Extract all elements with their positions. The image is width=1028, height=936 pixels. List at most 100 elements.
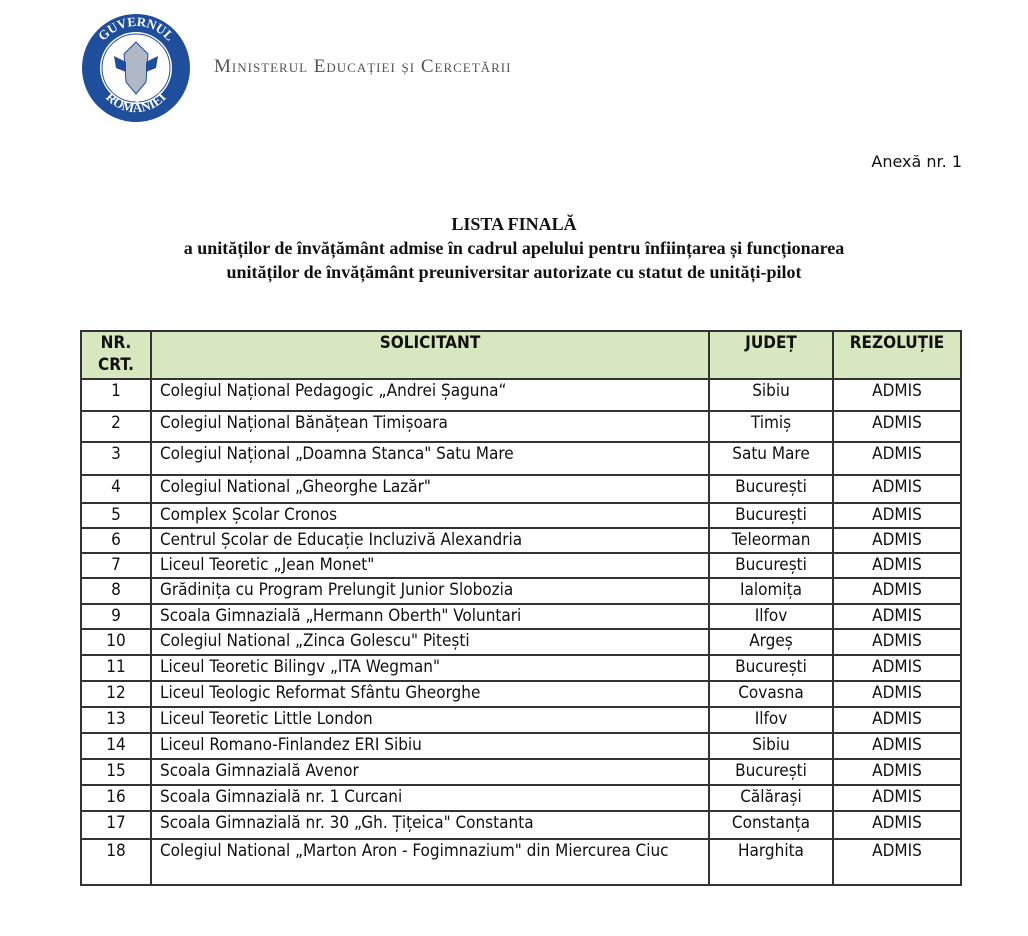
row-solicitant: Liceul Teoretic Bilingv „ITA Wegman": [150, 654, 710, 682]
row-judet: Harghita: [708, 838, 834, 886]
admitted-units-table: NR. CRT. SOLICITANT JUDEȚ REZOLUȚIE 1 Col…: [80, 330, 962, 886]
table-row: 8 Grădinița cu Program Prelungit Junior S…: [80, 577, 962, 605]
table-row: 3 Colegiul Național „Doamna Stanca" Satu …: [80, 441, 962, 476]
row-number: 17: [80, 810, 152, 840]
row-number: 14: [80, 732, 152, 760]
row-solicitant: Liceul Teoretic „Jean Monet": [150, 552, 710, 579]
header-solicitant: SOLICITANT: [150, 330, 710, 380]
row-judet: Ilfov: [708, 706, 834, 734]
row-solicitant: Complex Școlar Cronos: [150, 502, 710, 529]
row-solicitant: Liceul Teoretic Little London: [150, 706, 710, 734]
row-rezolutie: ADMIS: [832, 654, 962, 682]
table-row: 4 Colegiul National „Gheorghe Lazăr" Bucur…: [80, 474, 962, 504]
row-solicitant: Liceul Romano-Finlandez ERI Sibiu: [150, 732, 710, 760]
table-row: 15 Scoala Gimnazială Avenor București ADMIS: [80, 758, 962, 786]
row-solicitant: Colegiul Național Bănățean Timișoara: [150, 410, 710, 443]
row-judet: Constanța: [708, 810, 834, 840]
header-judet: JUDEȚ: [708, 330, 834, 380]
table-row: 13 Liceul Teoretic Little London Ilfov ADMI…: [80, 706, 962, 734]
row-rezolutie: ADMIS: [832, 680, 962, 708]
row-judet: Călărași: [708, 784, 834, 812]
header-nr-crt: NR. CRT.: [80, 330, 152, 380]
header-rezolutie: REZOLUȚIE: [832, 330, 962, 380]
row-judet: Ilfov: [708, 603, 834, 630]
table-row: 14 Liceul Romano-Finlandez ERI Sibiu Sibiu…: [80, 732, 962, 760]
document-title: LISTA FINALĂ a unităților de învățământ …: [0, 212, 1028, 284]
table-row: 12 Liceul Teologic Reformat Sfântu Gheorg…: [80, 680, 962, 708]
row-number: 7: [80, 552, 152, 579]
row-solicitant: Scoala Gimnazială „Hermann Oberth" Volun…: [150, 603, 710, 630]
row-number: 4: [80, 474, 152, 504]
row-judet: Argeș: [708, 628, 834, 656]
row-number: 18: [80, 838, 152, 886]
row-rezolutie: ADMIS: [832, 474, 962, 504]
row-judet: București: [708, 502, 834, 529]
title-sub-2: unităților de învățământ preuniversitar …: [226, 262, 802, 282]
title-main: LISTA FINALĂ: [451, 214, 577, 234]
row-solicitant: Colegiul National „Marton Aron - Fogimna…: [150, 838, 710, 886]
row-number: 5: [80, 502, 152, 529]
ministry-name: Ministerul Educației și Cercetării: [214, 56, 512, 77]
table-row: 10 Colegiul National „Zinca Golescu" Pite…: [80, 628, 962, 656]
table-row: 1 Colegiul Național Pedagogic „Andrei Șag…: [80, 378, 962, 412]
table-row: 17 Scoala Gimnazială nr. 30 „Gh. Țițeica"…: [80, 810, 962, 840]
table-row: 18 Colegiul National „Marton Aron - Fogim…: [80, 838, 962, 886]
table-row: 2 Colegiul Național Bănățean Timișoara Tim…: [80, 410, 962, 443]
table-row: 5 Complex Școlar Cronos București ADMIS: [80, 502, 962, 529]
row-solicitant: Colegiul National „Zinca Golescu" Piteșt…: [150, 628, 710, 656]
row-number: 8: [80, 577, 152, 605]
row-solicitant: Colegiul Național „Doamna Stanca" Satu M…: [150, 441, 710, 476]
row-judet: Sibiu: [708, 732, 834, 760]
row-number: 9: [80, 603, 152, 630]
table-row: 16 Scoala Gimnazială nr. 1 Curcani Călăraș…: [80, 784, 962, 812]
row-solicitant: Colegiul Național Pedagogic „Andrei Șagu…: [150, 378, 710, 412]
row-number: 3: [80, 441, 152, 476]
row-number: 10: [80, 628, 152, 656]
row-judet: Satu Mare: [708, 441, 834, 476]
row-judet: București: [708, 654, 834, 682]
row-solicitant: Scoala Gimnazială Avenor: [150, 758, 710, 786]
row-solicitant: Colegiul National „Gheorghe Lazăr": [150, 474, 710, 504]
table-row: 7 Liceul Teoretic „Jean Monet" București AD…: [80, 552, 962, 579]
row-number: 13: [80, 706, 152, 734]
table-header-row: NR. CRT. SOLICITANT JUDEȚ REZOLUȚIE: [80, 330, 962, 380]
row-number: 11: [80, 654, 152, 682]
row-rezolutie: ADMIS: [832, 378, 962, 412]
government-seal-logo: GUVERNUL ROMÂNIEI: [82, 14, 190, 122]
row-solicitant: Liceul Teologic Reformat Sfântu Gheorghe: [150, 680, 710, 708]
row-judet: București: [708, 758, 834, 786]
row-rezolutie: ADMIS: [832, 577, 962, 605]
row-judet: Timiș: [708, 410, 834, 443]
row-judet: Sibiu: [708, 378, 834, 412]
row-rezolutie: ADMIS: [832, 502, 962, 529]
row-solicitant: Scoala Gimnazială nr. 30 „Gh. Țițeica" C…: [150, 810, 710, 840]
row-rezolutie: ADMIS: [832, 441, 962, 476]
row-judet: Teleorman: [708, 527, 834, 554]
row-rezolutie: ADMIS: [832, 706, 962, 734]
annex-label: Anexă nr. 1: [871, 152, 962, 171]
title-sub-1: a unităților de învățământ admise în cad…: [183, 238, 845, 258]
table-row: 11 Liceul Teoretic Bilingv „ITA Wegman" Bu…: [80, 654, 962, 682]
row-solicitant: Centrul Școlar de Educație Incluzivă Ale…: [150, 527, 710, 554]
table-row: 6 Centrul Școlar de Educație Incluzivă Al…: [80, 527, 962, 554]
row-judet: Ialomița: [708, 577, 834, 605]
row-judet: Covasna: [708, 680, 834, 708]
row-judet: București: [708, 552, 834, 579]
row-rezolutie: ADMIS: [832, 810, 962, 840]
row-number: 12: [80, 680, 152, 708]
row-rezolutie: ADMIS: [832, 603, 962, 630]
row-solicitant: Scoala Gimnazială nr. 1 Curcani: [150, 784, 710, 812]
row-rezolutie: ADMIS: [832, 838, 962, 886]
row-solicitant: Grădinița cu Program Prelungit Junior Sl…: [150, 577, 710, 605]
row-rezolutie: ADMIS: [832, 410, 962, 443]
row-judet: București: [708, 474, 834, 504]
row-rezolutie: ADMIS: [832, 628, 962, 656]
row-rezolutie: ADMIS: [832, 552, 962, 579]
row-number: 16: [80, 784, 152, 812]
row-number: 1: [80, 378, 152, 412]
row-rezolutie: ADMIS: [832, 527, 962, 554]
table-row: 9 Scoala Gimnazială „Hermann Oberth" Volu…: [80, 603, 962, 630]
row-number: 15: [80, 758, 152, 786]
row-rezolutie: ADMIS: [832, 758, 962, 786]
row-number: 2: [80, 410, 152, 443]
